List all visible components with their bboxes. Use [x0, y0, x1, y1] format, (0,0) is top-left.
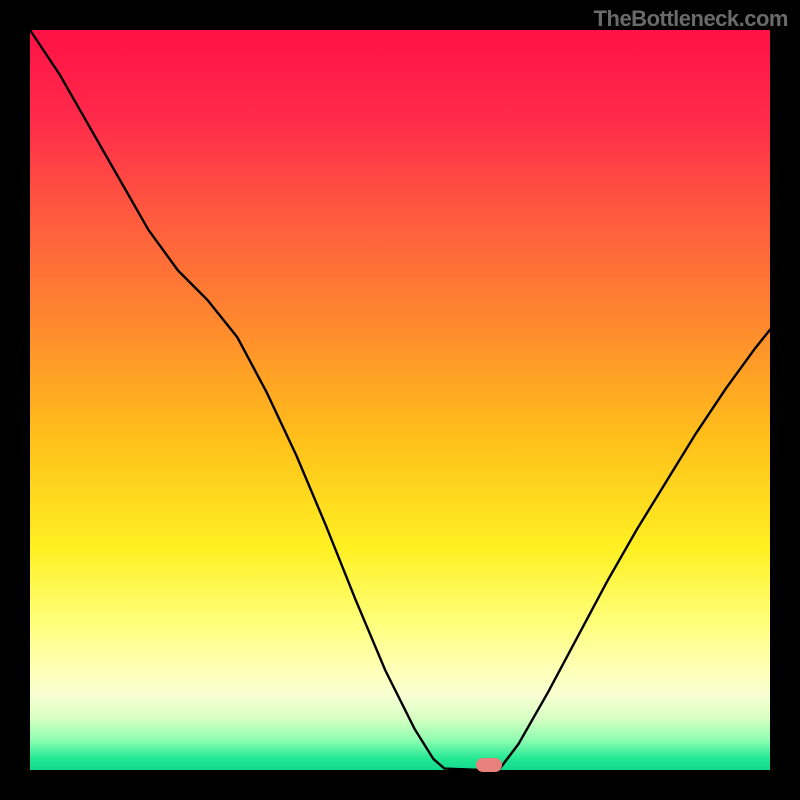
chart-frame: TheBottleneck.com: [0, 0, 800, 800]
attribution-label: TheBottleneck.com: [594, 6, 788, 32]
bottleneck-curve: [30, 30, 770, 770]
plot-area: [30, 30, 770, 770]
